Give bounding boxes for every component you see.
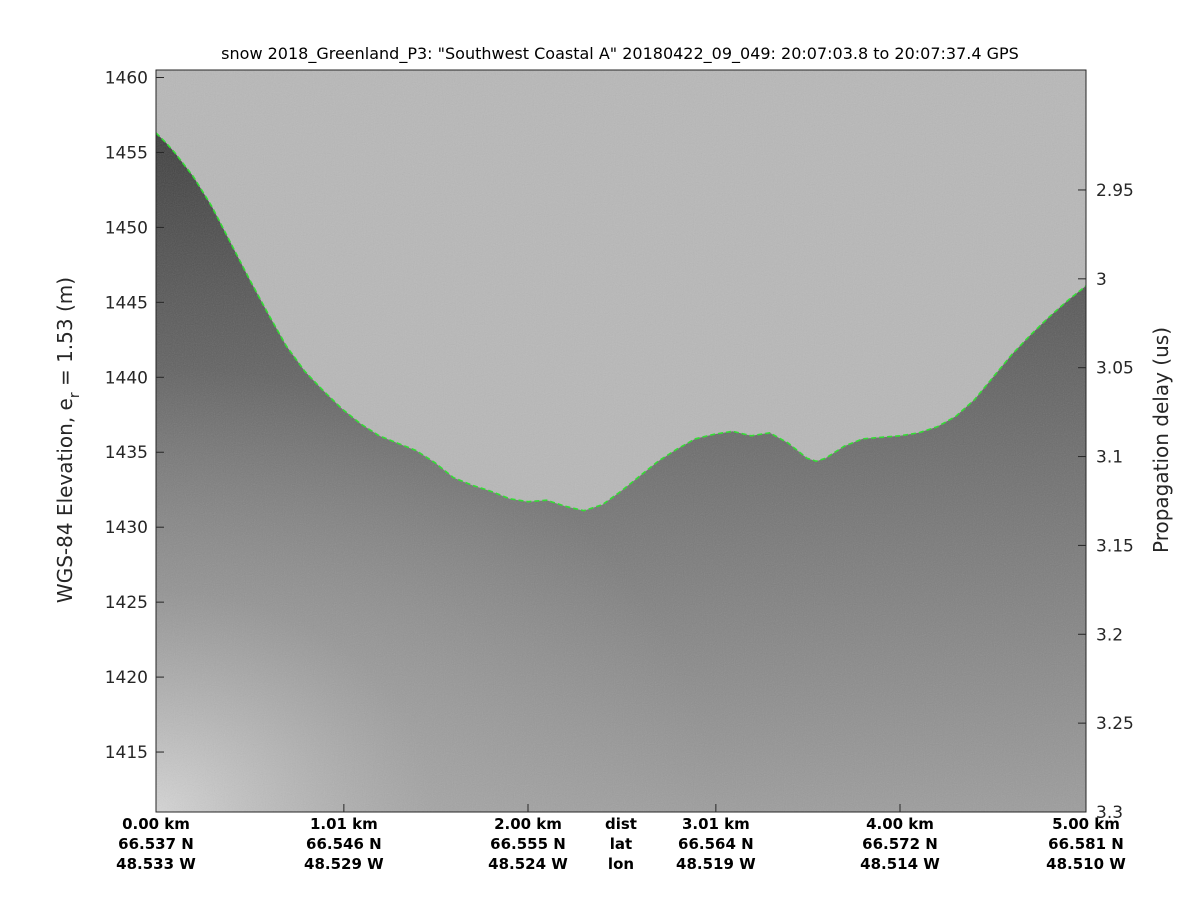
right-axis-label: Propagation delay (us) <box>1149 327 1173 553</box>
bottom-row-name: lon <box>608 855 634 873</box>
bottom-tick-label-dist: 1.01 km <box>310 815 378 833</box>
bottom-tick-label-lat: 66.564 N <box>678 835 754 853</box>
left-tick-label: 1440 <box>105 368 148 388</box>
right-tick-label: 3.15 <box>1096 536 1134 556</box>
echogram-speckle <box>156 70 1086 812</box>
bottom-row-name: dist <box>605 815 637 833</box>
left-tick-label: 1455 <box>105 143 148 163</box>
right-tick-label: 3.2 <box>1096 625 1123 645</box>
left-tick-label: 1435 <box>105 443 148 463</box>
bottom-tick-label-lat: 66.537 N <box>118 835 194 853</box>
left-tick-label: 1415 <box>105 743 148 763</box>
bottom-tick-label-lon: 48.519 W <box>676 855 756 873</box>
right-tick-label: 3 <box>1096 270 1107 290</box>
chart-title: snow 2018_Greenland_P3: "Southwest Coast… <box>221 44 1019 64</box>
bottom-tick-label-lon: 48.514 W <box>860 855 940 873</box>
plot-frame <box>155 69 1087 813</box>
bottom-tick-label-dist: 4.00 km <box>866 815 934 833</box>
right-tick-label: 3.3 <box>1096 803 1123 823</box>
left-tick-label: 1430 <box>105 518 148 538</box>
left-axis: 1460 1455 1450 1445 1440 1435 1430 1425 1420 1415 <box>105 68 164 763</box>
bottom-tick-label-lat: 66.546 N <box>306 835 382 853</box>
left-tick-label: 1425 <box>105 593 148 613</box>
left-tick-label: 1445 <box>105 293 148 313</box>
bottom-tick-label-lon: 48.510 W <box>1046 855 1126 873</box>
right-tick-label: 2.95 <box>1096 181 1134 201</box>
left-tick-label: 1450 <box>105 218 148 238</box>
right-tick-label: 3.05 <box>1096 359 1134 379</box>
left-axis-label: WGS-84 Elevation, er = 1.53 (m) <box>53 277 83 603</box>
right-tick-label: 3.1 <box>1096 448 1123 468</box>
bottom-axis: 0.00 km 66.537 N 48.533 W 1.01 km 66.546 N 48… <box>116 804 1126 873</box>
bottom-tick-label-dist: 0.00 km <box>122 815 190 833</box>
bottom-tick-label-lat: 66.581 N <box>1048 835 1124 853</box>
bottom-tick-label-dist: 5.00 km <box>1052 815 1120 833</box>
bottom-tick-label-lon: 48.533 W <box>116 855 196 873</box>
right-tick-label: 3.25 <box>1096 714 1134 734</box>
bottom-tick-label-lon: 48.529 W <box>304 855 384 873</box>
plot-area <box>156 70 1086 812</box>
bottom-tick-label-lat: 66.572 N <box>862 835 938 853</box>
bottom-tick-label-lat: 66.555 N <box>490 835 566 853</box>
bottom-row-name: lat <box>610 835 632 853</box>
bottom-tick-label-dist: 2.00 km <box>494 815 562 833</box>
bottom-tick-label-lon: 48.524 W <box>488 855 568 873</box>
bottom-tick-label-dist: 3.01 km <box>682 815 750 833</box>
right-axis: 2.95 3 3.05 3.1 3.15 3.2 3.25 3.3 <box>1078 181 1134 823</box>
left-tick-label: 1420 <box>105 668 148 688</box>
left-tick-label: 1460 <box>105 68 148 88</box>
